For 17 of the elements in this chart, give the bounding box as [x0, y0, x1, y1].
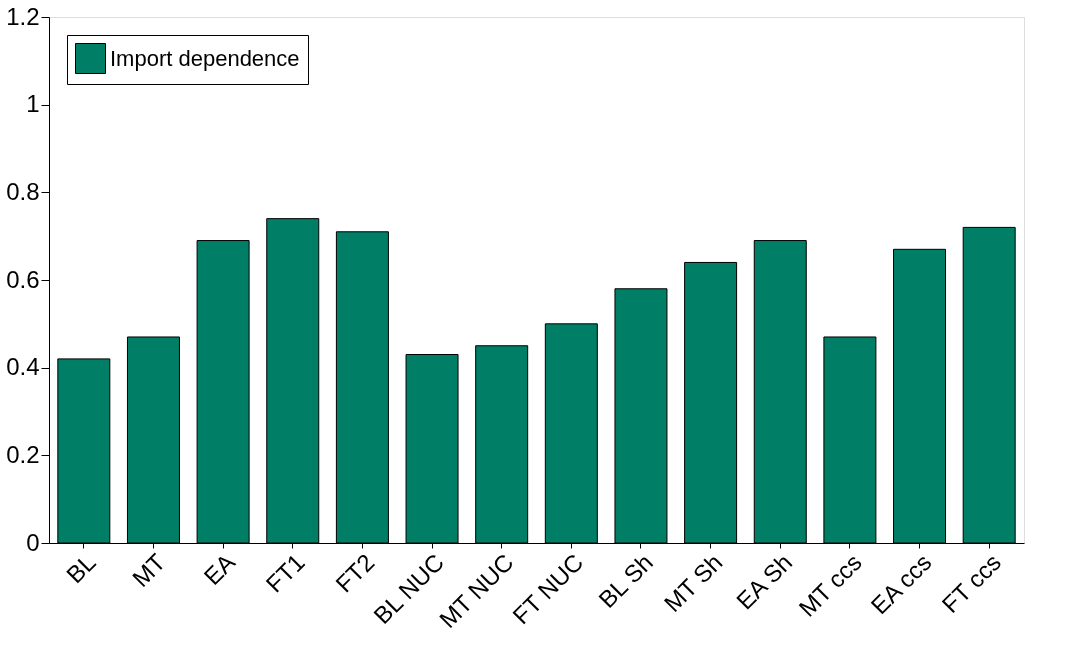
y-tick-label: 0: [26, 528, 40, 556]
y-tick-label: 0.8: [6, 177, 40, 205]
legend-label: Import dependence: [110, 45, 300, 71]
x-tick-label: MT Sh: [658, 548, 728, 618]
x-tick-label: EA: [198, 548, 241, 591]
x-tick-label: FT1: [260, 548, 310, 598]
y-tick-label: 0.2: [6, 440, 40, 468]
y-tick-label: 0.6: [6, 265, 40, 293]
y-tick-label: 0.4: [6, 353, 40, 381]
x-tick-label: FT2: [330, 548, 380, 598]
x-tick-label: EA ccs: [865, 548, 937, 620]
x-tick-label: FT ccs: [936, 548, 1007, 619]
y-tick-label: 1.2: [6, 2, 40, 30]
x-tick-label: BL: [60, 548, 101, 589]
x-tick-label: BL Sh: [593, 548, 658, 614]
x-tick-label: MT: [126, 548, 171, 592]
y-tick-label: 1: [26, 90, 40, 118]
